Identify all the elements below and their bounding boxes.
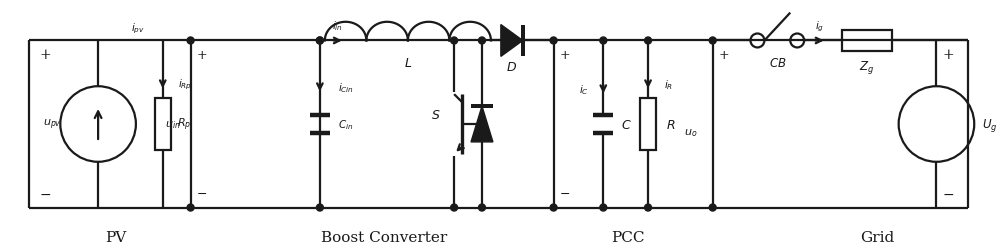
Text: $i_g$: $i_g$ <box>815 19 824 34</box>
Circle shape <box>316 38 323 45</box>
Circle shape <box>316 38 323 45</box>
Circle shape <box>316 204 323 211</box>
Text: $R_p$: $R_p$ <box>177 116 192 133</box>
Bar <box>155 99 171 150</box>
Text: $i_C$: $i_C$ <box>579 83 589 97</box>
Text: $i_{Cin}$: $i_{Cin}$ <box>338 81 354 95</box>
Text: $i_R$: $i_R$ <box>664 78 673 92</box>
Text: $C$: $C$ <box>621 118 632 131</box>
Text: +: + <box>39 48 51 62</box>
Bar <box>842 30 892 52</box>
Text: −: − <box>943 187 954 201</box>
Text: $C_{in}$: $C_{in}$ <box>338 118 353 132</box>
Text: +: + <box>197 49 207 62</box>
Circle shape <box>550 204 557 211</box>
Polygon shape <box>501 26 523 57</box>
Circle shape <box>451 38 458 45</box>
Text: +: + <box>719 49 729 62</box>
Circle shape <box>600 204 607 211</box>
Text: +: + <box>943 48 954 62</box>
Text: $i_{Rp}$: $i_{Rp}$ <box>178 78 192 92</box>
Text: $Z_g$: $Z_g$ <box>859 58 874 76</box>
Circle shape <box>550 38 557 45</box>
Text: −: − <box>39 187 51 201</box>
Circle shape <box>478 204 485 211</box>
Text: $i_{in}$: $i_{in}$ <box>332 20 343 33</box>
Text: Grid: Grid <box>860 230 894 244</box>
Text: $i_{pv}$: $i_{pv}$ <box>131 21 145 35</box>
Text: $CB$: $CB$ <box>769 56 786 70</box>
Text: $U_g$: $U_g$ <box>982 116 998 133</box>
Text: $u_o$: $u_o$ <box>684 126 697 138</box>
Text: Boost Converter: Boost Converter <box>321 230 448 244</box>
Circle shape <box>709 38 716 45</box>
Circle shape <box>645 204 652 211</box>
Circle shape <box>600 38 607 45</box>
Circle shape <box>187 204 194 211</box>
Circle shape <box>645 38 652 45</box>
Text: $D$: $D$ <box>506 60 517 74</box>
Text: $L$: $L$ <box>404 56 412 70</box>
Text: $R$: $R$ <box>666 118 675 131</box>
Text: $u_{in}$: $u_{in}$ <box>165 119 181 130</box>
Text: −: − <box>560 187 570 200</box>
Text: PCC: PCC <box>611 230 645 244</box>
Bar <box>640 99 656 150</box>
Circle shape <box>187 38 194 45</box>
Circle shape <box>451 204 458 211</box>
Circle shape <box>709 204 716 211</box>
Text: PV: PV <box>105 230 127 244</box>
Text: +: + <box>560 49 570 62</box>
Circle shape <box>478 38 485 45</box>
Polygon shape <box>471 107 493 142</box>
Text: −: − <box>197 187 207 200</box>
Text: $u_{pv}$: $u_{pv}$ <box>43 117 62 132</box>
Text: $S$: $S$ <box>431 108 440 121</box>
